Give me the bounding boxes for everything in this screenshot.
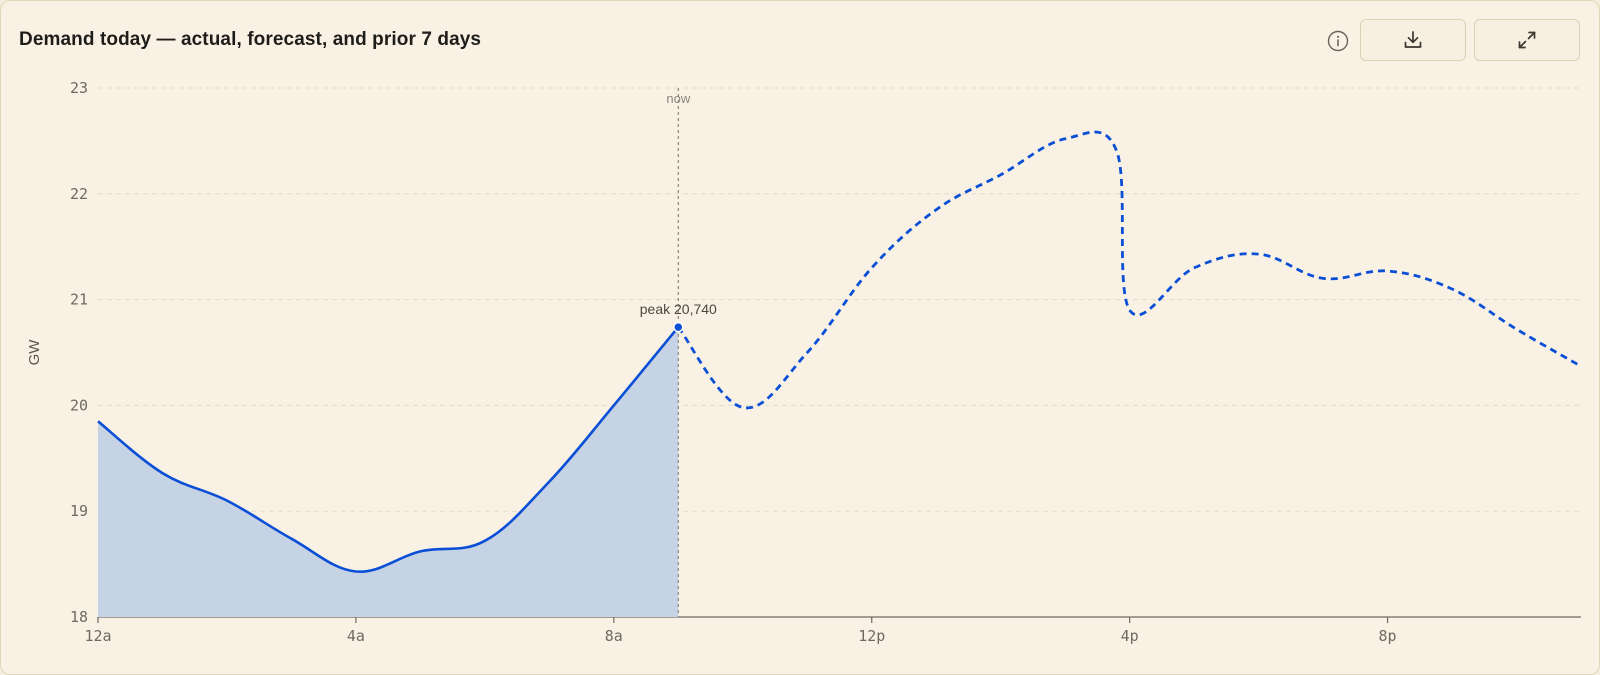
- x-tick-label: 8p: [1379, 627, 1397, 645]
- actual-area: [98, 327, 679, 617]
- download-icon: [1404, 31, 1422, 48]
- y-tick-label: 22: [70, 185, 88, 203]
- now-label: now: [666, 91, 690, 106]
- x-tick-label: 8a: [605, 627, 623, 645]
- x-tick-label: 4a: [347, 627, 365, 645]
- y-tick-label: 18: [70, 608, 88, 626]
- info-icon[interactable]: [1327, 30, 1349, 52]
- x-tick-label: 12p: [858, 627, 885, 645]
- x-tick-label: 12a: [84, 627, 111, 645]
- expand-icon: [1518, 31, 1536, 49]
- download-button[interactable]: [1360, 19, 1466, 61]
- peak-label: peak 20,740: [640, 301, 717, 317]
- y-tick-label: 23: [70, 79, 88, 97]
- y-tick-label: 19: [70, 502, 88, 520]
- x-tick-label: 4p: [1121, 627, 1139, 645]
- y-tick-label: 20: [70, 396, 88, 414]
- expand-button[interactable]: [1474, 19, 1580, 61]
- actual-line: [97, 326, 680, 573]
- y-tick-label: 21: [70, 291, 88, 309]
- chart-title: Demand today — actual, forecast, and pri…: [19, 29, 482, 50]
- peak-point: [673, 321, 684, 333]
- forecast-line: [677, 130, 1582, 410]
- y-axis-label: GW: [26, 339, 43, 366]
